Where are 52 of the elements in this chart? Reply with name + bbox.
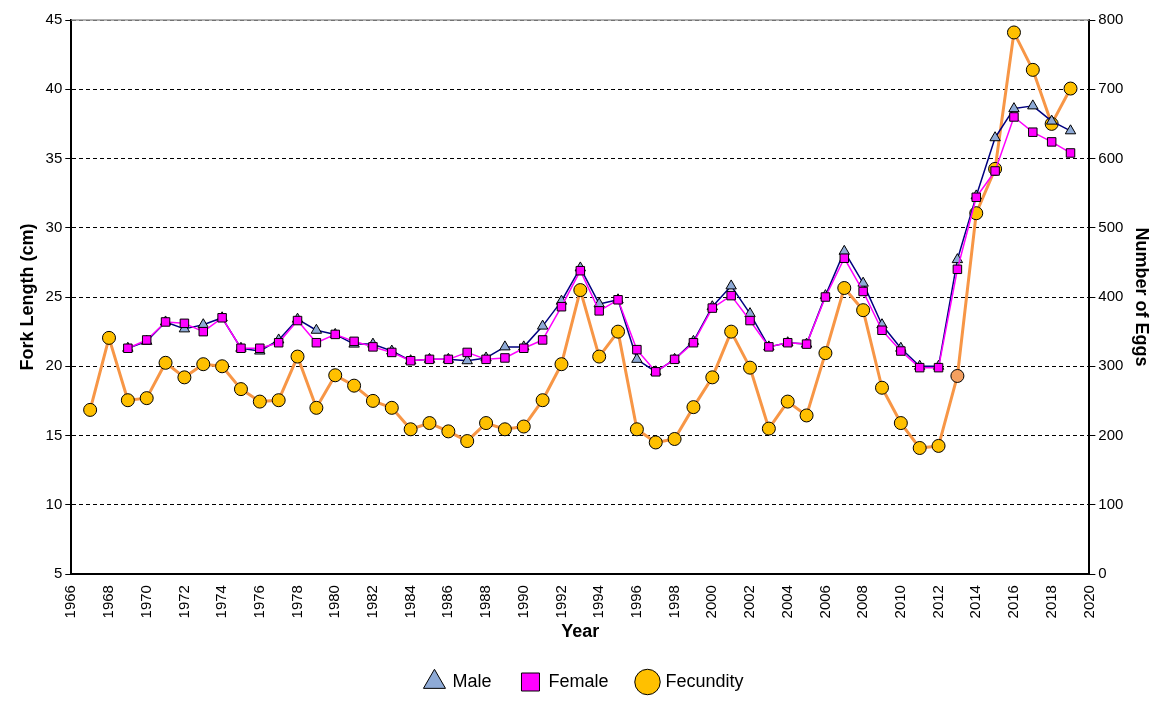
x-tick-label: 1996 [627, 585, 645, 619]
y-tick-label: 45 [45, 10, 63, 28]
x-tick-label: 1984 [400, 585, 418, 619]
y-tick-label: 5 [53, 564, 63, 582]
y2-axis-title: Number of Eggs [1132, 227, 1153, 367]
x-tick-label: 2012 [928, 585, 946, 619]
x-tick-label: 1966 [61, 585, 79, 619]
x-tick-label: 2010 [890, 585, 908, 619]
x-tick-label: 1968 [99, 585, 117, 619]
y2-tick-label: 400 [1098, 287, 1124, 305]
x-tick-label: 2004 [777, 585, 795, 619]
x-tick-label: 2018 [1041, 585, 1059, 619]
x-tick-label: 1988 [476, 585, 494, 619]
x-tick-label: 2002 [740, 585, 758, 619]
y2-tick-label: 800 [1098, 10, 1124, 28]
x-tick-label: 2014 [966, 585, 984, 619]
y-tick-label: 35 [45, 148, 63, 166]
x-tick-label: 2006 [815, 585, 833, 619]
y-tick-label: 25 [45, 287, 63, 305]
y2-tick-label: 0 [1098, 564, 1107, 582]
x-tick-label: 2008 [853, 585, 871, 619]
x-tick-label: 1972 [174, 585, 192, 619]
x-tick-label: 1976 [249, 585, 267, 619]
x-tick-label: 2000 [702, 585, 720, 619]
legend-label: Fecundity [665, 670, 744, 691]
x-tick-label: 1974 [212, 585, 230, 619]
x-tick-label: 1986 [438, 585, 456, 619]
y-tick-label: 40 [45, 79, 63, 97]
x-tick-label: 2020 [1079, 585, 1097, 619]
y-tick-label: 30 [45, 217, 63, 235]
y-tick-label: 20 [45, 356, 63, 374]
x-tick-label: 1980 [325, 585, 343, 619]
y2-tick-label: 200 [1098, 425, 1124, 443]
y-tick-label: 15 [45, 425, 63, 443]
x-tick-label: 1982 [363, 585, 381, 619]
x-tick-label: 1978 [287, 585, 305, 619]
x-tick-label: 1994 [589, 585, 607, 619]
y-axis-title: Fork Length (cm) [16, 223, 37, 371]
x-tick-label: 1998 [664, 585, 682, 619]
y-tick-label: 10 [45, 494, 63, 512]
y2-tick-label: 500 [1098, 217, 1124, 235]
x-tick-label: 1992 [551, 585, 569, 619]
y2-tick-label: 300 [1098, 356, 1124, 374]
y2-tick-label: 700 [1098, 79, 1124, 97]
x-axis-title: Year [561, 621, 600, 642]
y2-tick-label: 600 [1098, 148, 1124, 166]
x-tick-label: 1970 [136, 585, 154, 619]
x-tick-label: 2016 [1004, 585, 1022, 619]
y2-tick-label: 100 [1098, 494, 1124, 512]
legend-label: Male [452, 670, 492, 691]
x-tick-label: 1990 [513, 585, 531, 619]
legend-label: Female [548, 670, 609, 691]
